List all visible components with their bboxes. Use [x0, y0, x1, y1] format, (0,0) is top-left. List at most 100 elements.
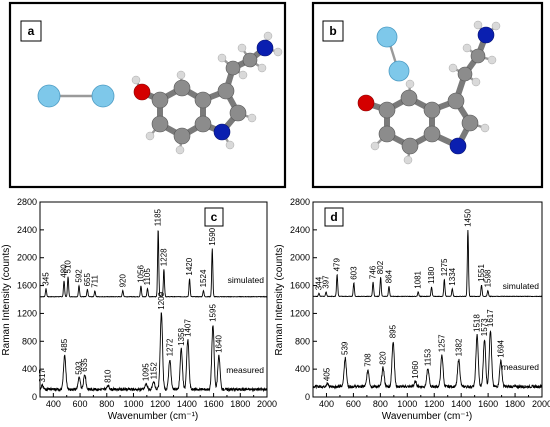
peak-label: 1358 [177, 328, 186, 346]
raman-chart-c: 400 600 800 1000 1200 1400 1600 1800 2000 0 400 800… [1, 197, 277, 422]
peak-label: 1518 [473, 314, 482, 332]
chart-d-measured-trace [312, 330, 543, 390]
y-tick-label: 0 [32, 392, 37, 402]
y-tick-label: 2000 [17, 253, 37, 263]
peak-label: 405 [323, 367, 332, 381]
x-tick-label: 600 [346, 399, 361, 409]
x-tick-label: 1800 [230, 399, 250, 409]
x-tick-label: 800 [99, 399, 114, 409]
peak-label: 485 [60, 338, 69, 352]
peak-label: 1209 [157, 291, 166, 309]
peak-label: 1153 [423, 348, 432, 366]
peak-label: 1598 [483, 269, 492, 287]
peak-label: 317 [38, 369, 47, 383]
y-tick-label: 400 [22, 364, 37, 374]
peak-label: 603 [349, 266, 358, 280]
panel-b-letter: b [329, 24, 336, 38]
xenon-atom [91, 84, 115, 108]
peak-label: 397 [322, 275, 331, 289]
x-tick-label: 800 [373, 399, 388, 409]
raman-chart-d: 400 600 800 1000 1200 1400 1600 1800 2000 0 400 800… [274, 197, 550, 422]
peak-label: 1382 [454, 338, 463, 356]
molecule-b [357, 20, 501, 165]
peak-label: 1185 [154, 208, 163, 226]
peak-label: 592 [75, 269, 84, 283]
x-tick-label: 400 [46, 399, 61, 409]
chart-c-ticks: 400 600 800 1000 1200 1400 1600 1800 2000 0 400 800… [17, 197, 277, 409]
peak-label: 1275 [440, 258, 449, 276]
peak-label: 344 [314, 276, 323, 290]
peak-label: 1590 [208, 227, 217, 245]
panel-a-letter-box [20, 20, 42, 42]
peak-label: 920 [118, 274, 127, 288]
panel-b-frame [311, 1, 544, 189]
chart-d-simulated-trace [312, 229, 543, 298]
peak-label: 1180 [427, 266, 436, 284]
chart-d-simulated-label: simulated [503, 281, 540, 291]
chart-d-y-axis-label: Raman Intensity (counts) [274, 244, 285, 355]
chart-d-plot-area [312, 201, 543, 398]
chart-d-ticks: 400 600 800 1000 1200 1400 1600 1800 2000 0 400 800… [290, 197, 550, 409]
y-tick-label: 2800 [290, 197, 310, 207]
y-tick-label: 1200 [290, 308, 310, 318]
panel-a-frame [8, 1, 287, 189]
x-tick-label: 400 [319, 399, 334, 409]
nitrogen-atom [449, 137, 467, 155]
panel-a: a [8, 1, 287, 189]
oxygen-atom [357, 94, 375, 112]
x-tick-label: 1600 [204, 399, 224, 409]
peak-label: 895 [389, 324, 398, 338]
y-tick-label: 2800 [17, 197, 37, 207]
panel-b: b [311, 1, 544, 189]
y-tick-label: 1600 [17, 281, 37, 291]
chart-d-letter: d [330, 210, 337, 224]
peak-label: 1617 [486, 309, 495, 327]
chart-c-letter: c [211, 210, 218, 224]
x-tick-label: 1000 [397, 399, 417, 409]
peak-label: 1420 [185, 257, 194, 275]
x-tick-label: 1000 [123, 399, 143, 409]
xenon-atom [37, 84, 61, 108]
x-tick-label: 1400 [451, 399, 471, 409]
chart-c-simulated-label: simulated [228, 275, 265, 285]
peak-label: 1228 [159, 248, 168, 266]
panel-b-letter-box [322, 20, 344, 42]
oxygen-atom [133, 83, 151, 101]
molecule-a [131, 31, 283, 155]
xenon-atom [376, 26, 398, 48]
peak-label: 1640 [214, 335, 223, 353]
chart-d-letter-box [324, 207, 344, 227]
peak-label: 1272 [165, 338, 174, 356]
y-tick-label: 1600 [290, 281, 310, 291]
x-tick-label: 1800 [505, 399, 525, 409]
peak-label: 802 [376, 260, 385, 274]
peak-label: 1551 [477, 264, 486, 282]
chart-c-measured-label: measured [226, 365, 264, 375]
peak-label: 1595 [208, 304, 217, 322]
peak-label: 1105 [143, 268, 152, 286]
peak-label: 746 [369, 265, 378, 279]
peak-label: 480 [60, 264, 69, 278]
chart-c-measured-trace [39, 312, 268, 393]
peak-label: 1056 [136, 265, 145, 283]
x-tick-label: 1400 [177, 399, 197, 409]
peak-label: 810 [104, 369, 113, 383]
x-tick-label: 2000 [257, 399, 277, 409]
peak-label: 1257 [437, 334, 446, 352]
peak-label: 655 [83, 273, 92, 287]
peak-label: 1524 [199, 269, 208, 287]
peak-label: 711 [90, 274, 99, 287]
peak-label: 593 [75, 361, 84, 375]
y-tick-label: 1200 [17, 308, 37, 318]
y-tick-label: 800 [22, 336, 37, 346]
peak-label: 635 [80, 358, 89, 372]
peak-label: 510 [64, 260, 73, 274]
nitrogen-atom [213, 123, 231, 141]
peak-label: 820 [379, 351, 388, 365]
peak-label: 1573 [480, 318, 489, 336]
chart-c-letter-box [204, 207, 224, 227]
peak-label: 345 [42, 272, 51, 286]
peak-label: 1450 [463, 209, 472, 227]
chart-c-x-axis-label: Wavenumber (cm⁻¹) [108, 411, 198, 422]
